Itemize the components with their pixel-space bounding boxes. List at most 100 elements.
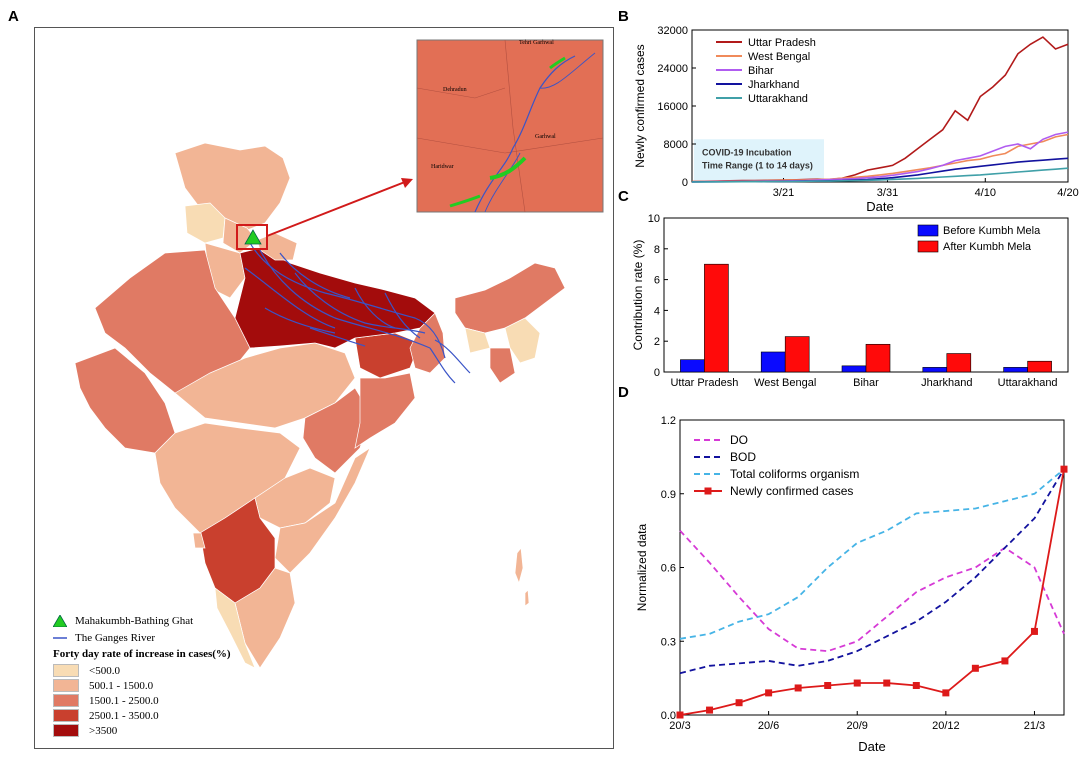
region-jharkhand [354,332,421,379]
inset-place-label: Haridwar [431,164,454,170]
y-tick-label: 4 [654,305,660,317]
x-tick-label: 4/10 [975,187,996,199]
y-tick-label: 0 [654,367,660,379]
x-tick-label: 4/20 [1057,187,1078,199]
region-madhya-pradesh [174,342,356,429]
series-line-4 [692,167,1069,183]
data-point [912,682,920,689]
mahakumbh-ghat-marker [244,229,262,245]
region-chhattisgarh [302,387,371,474]
y-tick-label: 0.9 [661,489,676,501]
legend-river-row: The Ganges River [53,630,313,646]
bar-after [1027,360,1052,373]
data-point [1030,627,1038,635]
region-andhra [274,447,371,574]
series-line-0 [679,529,1065,653]
y-axis-label: Newly confirmed cases [633,44,647,167]
legend-label: Uttarakhand [748,93,808,105]
x-axis-label: Date [866,199,893,214]
legend-ghat-label: Mahakumbh-Bathing Ghat [75,615,194,627]
region-northeast [454,262,566,334]
region-kerala [214,587,256,669]
inset-place-label: Garhwal [535,134,556,140]
x-tick-label: 20/3 [669,720,690,732]
legend-class-row: 500.1 - 1500.0 [53,678,313,693]
region-northeast-4 [489,347,516,384]
legend-label: Uttar Pradesh [748,37,816,49]
legend-class-label: >3500 [89,724,118,737]
x-tick-label: Uttar Pradesh [670,377,738,389]
series-line-2 [679,468,1065,640]
map-legend: Mahakumbh-Bathing Ghat The Ganges River … [53,612,313,738]
panel-label-d: D [618,384,629,401]
bar-after [865,343,891,373]
region-telangana [254,467,336,529]
legend-class-label: 1500.1 - 2500.0 [89,694,159,707]
incubation-range-box [694,139,824,181]
y-tick-label: 0.0 [661,710,676,722]
legend-swatch [53,694,79,707]
india-choropleth-map: Tehri Garhwal Dehradun Garhwal Haridwar [74,39,604,669]
panel-label-b: B [618,8,629,25]
x-tick-label: Bihar [853,377,879,389]
legend-swatch [53,664,79,677]
region-goa [192,532,206,549]
legend-swatch [917,224,939,237]
legend-class-row: 1500.1 - 2500.0 [53,693,313,708]
x-tick-label: 20/12 [932,720,960,732]
data-point [853,679,861,687]
plot-frame [679,419,1065,716]
legend-swatch [917,240,939,253]
y-axis-label: Contribution rate (%) [631,240,645,351]
data-point [765,689,773,697]
legend-class-row: 2500.1 - 3500.0 [53,708,313,723]
y-axis-label: Normalized data [635,523,649,611]
inset-map-haridwar: Tehri Garhwal Dehradun Garhwal Haridwar [416,39,604,213]
y-tick-label: 32000 [657,25,688,37]
bar-after [704,263,729,373]
legend-label: West Bengal [748,51,810,63]
panel-label-a: A [8,8,19,25]
legend-label: Before Kumbh Mela [943,225,1041,237]
y-tick-label: 8000 [664,139,688,151]
legend-label: DO [730,433,748,447]
x-tick-label: West Bengal [754,377,816,389]
chart-d-normalized-data: 0.0 0.3 0.6 0.9 1.2 20/3 20/6 20/9 20/12 21/3 Date… [635,415,1068,754]
legend-swatch [53,724,79,737]
data-point [942,689,950,697]
legend-river-label: The Ganges River [75,632,156,644]
annotation-text: Time Range (1 to 14 days) [702,160,813,170]
y-tick-label: 0 [682,177,688,189]
annotation-text: COVID-19 Incubation [702,147,792,157]
legend-label: After Kumbh Mela [943,241,1032,253]
legend-title: Forty day rate of increase in cases(%) [53,648,231,660]
legend-label: Bihar [748,65,774,77]
y-tick-label: 10 [648,213,660,225]
region-tamil-nadu [234,567,296,669]
andaman-islands [514,547,524,585]
legend-label: Newly confirmed cases [730,484,853,498]
bar-before [760,351,786,373]
x-tick-label: 3/31 [877,187,898,199]
inset-place-label: Dehradun [443,87,467,93]
legend-marker [704,487,712,495]
y-tick-label: 1.2 [661,415,676,427]
data-point [676,711,684,719]
bar-before [841,365,867,373]
legend-ghat-row: Mahakumbh-Bathing Ghat [53,612,313,630]
series-line-1 [679,468,1065,675]
y-tick-label: 16000 [657,101,688,113]
india-map-panel: Tehri Garhwal Dehradun Garhwal Haridwar … [34,27,614,749]
data-point [706,706,714,714]
legend-class-row: <500.0 [53,663,313,678]
bar-after [784,336,810,373]
legend-class-label: 500.1 - 1500.0 [89,679,154,692]
x-axis-label: Date [858,739,885,754]
bar-after [946,353,972,373]
x-tick-label: 21/3 [1024,720,1045,732]
bar-before [1003,367,1028,373]
data-point [971,664,979,672]
river-line-icon [53,637,67,639]
panel-label-c: C [618,188,629,205]
legend-label: BOD [730,450,756,464]
